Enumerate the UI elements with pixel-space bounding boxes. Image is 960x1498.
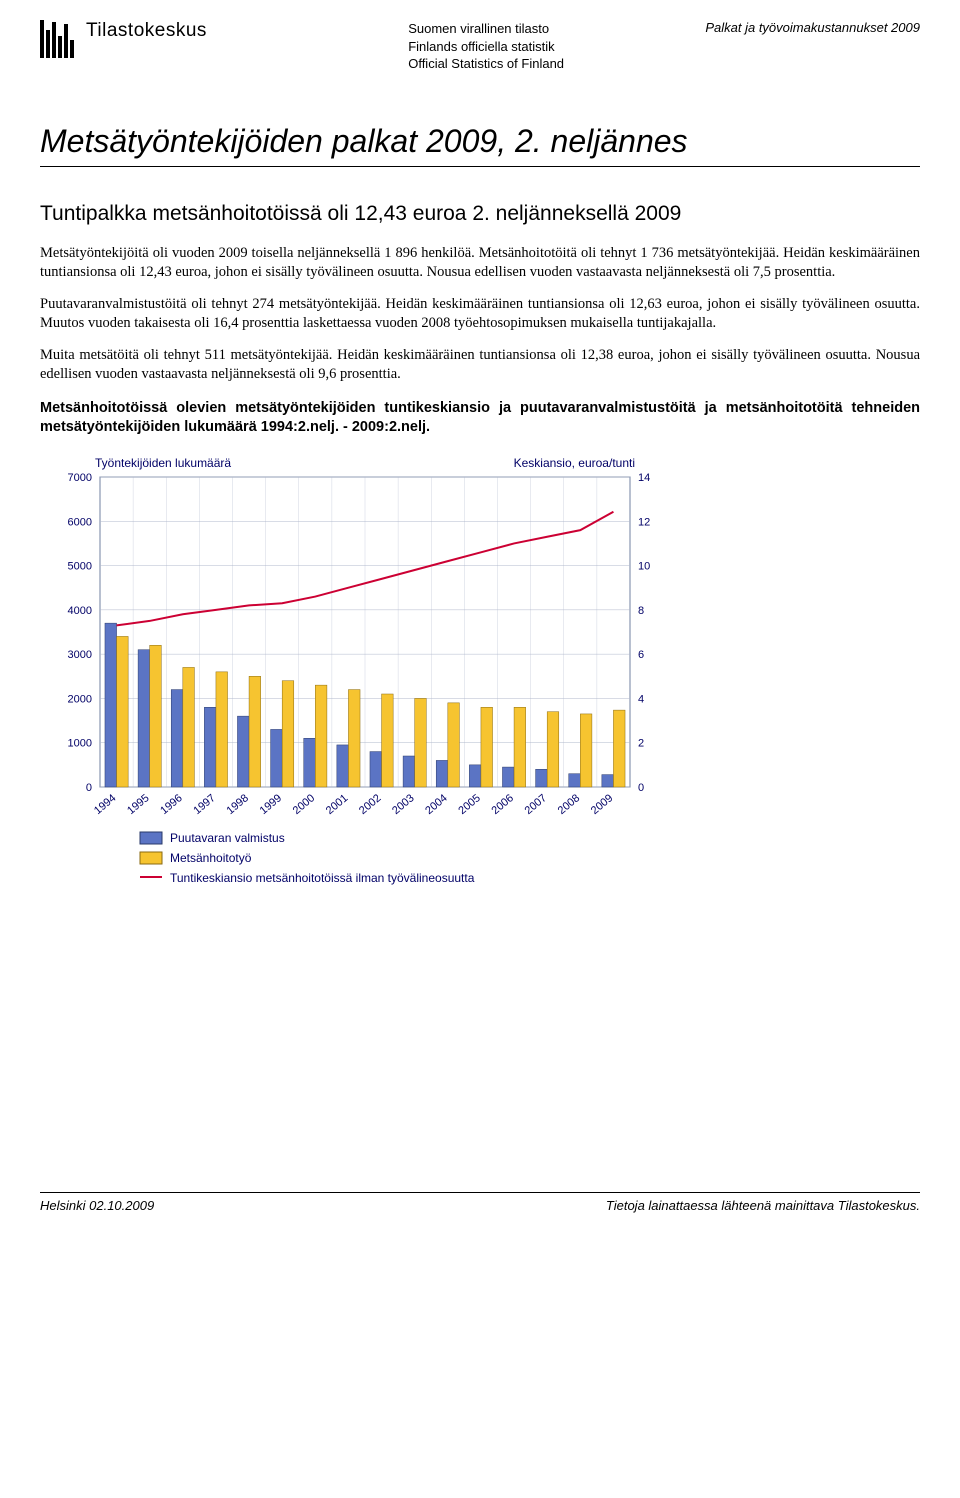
chart-svg: 0 1000 2000 3000 4000 5000 6000 7000 0 2 4 6 8 10 12 14… <box>40 447 680 927</box>
svg-text:2000: 2000 <box>68 693 92 705</box>
chart-caption: Metsänhoitotöissä olevien metsätyöntekij… <box>40 399 920 437</box>
svg-text:Työntekijöiden lukumäärä: Työntekijöiden lukumäärä <box>95 456 231 470</box>
paragraph-3: Muita metsätöitä oli tehnyt 511 metsätyö… <box>40 346 920 385</box>
official-line-2: Finlands officiella statistik <box>408 38 564 56</box>
svg-text:Metsänhoitotyö: Metsänhoitotyö <box>170 851 252 865</box>
paragraph-2: Puutavaranvalmistustöitä oli tehnyt 274 … <box>40 295 920 334</box>
svg-text:Tuntikeskiansio metsänhoitotöi: Tuntikeskiansio metsänhoitotöissä ilman … <box>170 871 475 885</box>
svg-text:1000: 1000 <box>68 737 92 749</box>
svg-text:10: 10 <box>638 560 650 572</box>
svg-text:8: 8 <box>638 605 644 617</box>
svg-text:0: 0 <box>638 782 644 794</box>
header-topic: Palkat ja työvoimakustannukset 2009 <box>705 20 920 35</box>
svg-text:0: 0 <box>86 782 92 794</box>
chart: 0 1000 2000 3000 4000 5000 6000 7000 0 2 4 6 8 10 12 14… <box>40 447 680 932</box>
header-left: Tilastokeskus <box>40 20 207 58</box>
svg-text:4000: 4000 <box>68 605 92 617</box>
svg-text:2: 2 <box>638 737 644 749</box>
footer-right: Tietoja lainattaessa lähteenä mainittava… <box>606 1198 920 1213</box>
page-header: Tilastokeskus Suomen virallinen tilasto … <box>40 20 920 73</box>
svg-text:3000: 3000 <box>68 649 92 661</box>
footer-left: Helsinki 02.10.2009 <box>40 1198 154 1213</box>
svg-text:Keskiansio, euroa/tunti: Keskiansio, euroa/tunti <box>514 456 635 470</box>
svg-text:12: 12 <box>638 516 650 528</box>
page-footer: Helsinki 02.10.2009 Tietoja lainattaessa… <box>40 1192 920 1213</box>
svg-text:6000: 6000 <box>68 516 92 528</box>
org-name: Tilastokeskus <box>86 20 207 42</box>
paragraph-1: Metsätyöntekijöitä oli vuoden 2009 toise… <box>40 244 920 283</box>
page-title: Metsätyöntekijöiden palkat 2009, 2. nelj… <box>40 123 920 160</box>
svg-text:6: 6 <box>638 649 644 661</box>
svg-text:7000: 7000 <box>68 472 92 484</box>
header-official-names: Suomen virallinen tilasto Finlands offic… <box>408 20 564 73</box>
official-line-3: Official Statistics of Finland <box>408 55 564 73</box>
svg-text:4: 4 <box>638 693 644 705</box>
logo-icon <box>40 20 74 58</box>
svg-text:5000: 5000 <box>68 560 92 572</box>
official-line-1: Suomen virallinen tilasto <box>408 20 564 38</box>
title-divider <box>40 166 920 167</box>
svg-text:14: 14 <box>638 472 650 484</box>
page-subtitle: Tuntipalkka metsänhoitotöissä oli 12,43 … <box>40 202 920 226</box>
svg-text:Puutavaran valmistus: Puutavaran valmistus <box>170 831 285 845</box>
